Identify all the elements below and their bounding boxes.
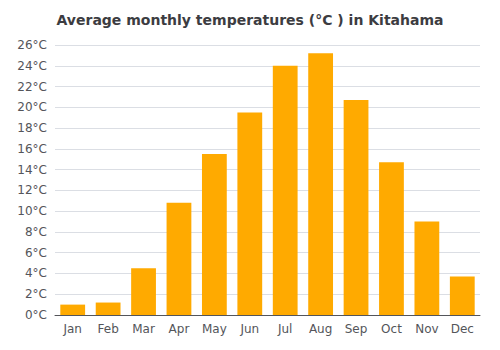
svg-text:Dec: Dec [451, 322, 474, 336]
svg-text:24°C: 24°C [17, 59, 47, 73]
svg-text:0°C: 0°C [25, 308, 47, 322]
svg-text:8°C: 8°C [25, 225, 47, 239]
svg-text:May: May [202, 322, 227, 336]
svg-text:Aug: Aug [309, 322, 332, 336]
svg-text:Jan: Jan [62, 322, 82, 336]
svg-text:26°C: 26°C [17, 38, 47, 52]
svg-text:6°C: 6°C [25, 246, 47, 260]
svg-text:Feb: Feb [98, 322, 119, 336]
svg-text:Sep: Sep [345, 322, 368, 336]
svg-text:2°C: 2°C [25, 287, 47, 301]
svg-text:18°C: 18°C [17, 121, 47, 135]
svg-text:14°C: 14°C [17, 163, 47, 177]
svg-text:22°C: 22°C [17, 80, 47, 94]
svg-text:Oct: Oct [381, 322, 402, 336]
svg-text:Jul: Jul [277, 322, 292, 336]
svg-text:Average monthly temperatures (: Average monthly temperatures (°C ) in Ki… [57, 12, 444, 28]
svg-text:Jun: Jun [239, 322, 259, 336]
svg-text:Mar: Mar [132, 322, 155, 336]
svg-text:10°C: 10°C [17, 204, 47, 218]
svg-text:Apr: Apr [169, 322, 190, 336]
svg-text:Nov: Nov [415, 322, 438, 336]
svg-text:4°C: 4°C [25, 266, 47, 280]
svg-text:16°C: 16°C [17, 142, 47, 156]
svg-text:12°C: 12°C [17, 183, 47, 197]
svg-text:20°C: 20°C [17, 100, 47, 114]
